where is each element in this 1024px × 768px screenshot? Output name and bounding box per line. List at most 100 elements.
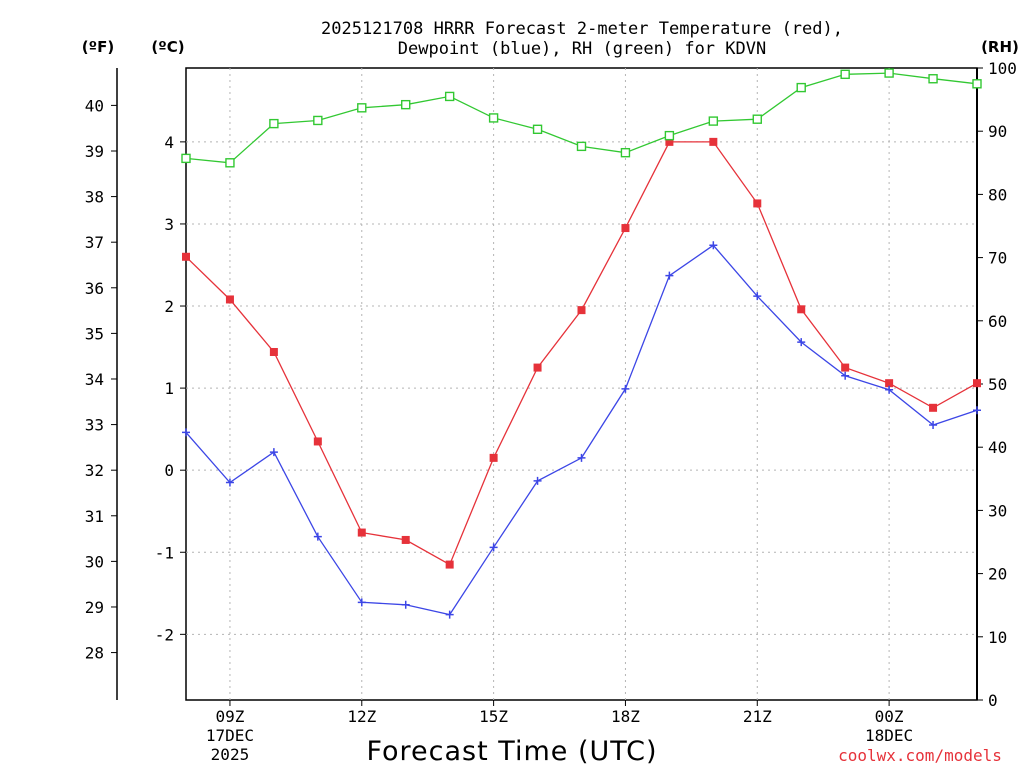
x-tick-label: 12Z — [347, 707, 376, 726]
dewpoint-point — [929, 421, 938, 430]
x-tick-label: 18Z — [611, 707, 640, 726]
x-tick-label: 00Z — [875, 707, 904, 726]
dewpoint-point — [885, 385, 894, 394]
rh-tick-label: 40 — [988, 438, 1007, 457]
fahrenheit-tick-label: 28 — [85, 644, 104, 663]
fahrenheit-unit-label: (ºF) — [82, 38, 114, 56]
dewpoint-point — [665, 271, 674, 280]
fahrenheit-tick-label: 37 — [85, 233, 104, 252]
rh-point — [664, 130, 675, 141]
temperature-point — [533, 363, 542, 372]
plot-area — [185, 67, 978, 701]
rh-point — [444, 91, 455, 102]
temperature-point — [357, 528, 366, 537]
rh-unit-label: (RH) — [981, 38, 1019, 56]
dewpoint-point — [533, 476, 542, 485]
rh-tick-label: 10 — [988, 628, 1007, 647]
temperature-point — [973, 379, 981, 388]
temperature-point — [753, 199, 762, 208]
rh-tick-label: 60 — [988, 312, 1007, 331]
x-axis-label: Forecast Time (UTC) — [366, 736, 657, 767]
temperature-point — [489, 453, 498, 462]
rh-point — [576, 141, 587, 152]
fahrenheit-tick-label: 31 — [85, 507, 104, 526]
rh-point — [752, 114, 762, 124]
celsius-unit-label: (ºC) — [151, 38, 184, 56]
x-tick-label: 09Z — [215, 707, 244, 726]
rh-tick-label: 50 — [988, 375, 1007, 394]
rh-tick-label: 80 — [988, 185, 1007, 204]
fahrenheit-tick-label: 38 — [85, 188, 104, 207]
dewpoint-point — [973, 406, 981, 415]
temperature-point — [621, 224, 630, 233]
rh-point — [357, 103, 367, 113]
temperature-point — [577, 306, 586, 315]
fahrenheit-tick-label: 32 — [85, 461, 104, 480]
temperature-point — [797, 305, 806, 314]
temperature-point — [225, 295, 234, 304]
dewpoint-point — [445, 610, 454, 619]
rh-tick-label: 100 — [988, 59, 1017, 78]
fahrenheit-tick-label: 36 — [85, 279, 104, 298]
dewpoint-point — [489, 543, 498, 552]
celsius-tick-label: 3 — [164, 215, 174, 234]
celsius-tick-label: -2 — [155, 625, 174, 644]
dewpoint-point — [621, 384, 630, 393]
rh-tick-label: 0 — [988, 691, 998, 710]
fahrenheit-tick-label: 39 — [85, 142, 104, 161]
rh-point — [181, 153, 191, 164]
series-layer — [181, 68, 982, 619]
fahrenheit-tick-label: 30 — [85, 552, 104, 571]
x-tick-label: 21Z — [743, 707, 772, 726]
rh-point — [928, 74, 938, 84]
chart-title-line1: 2025121708 HRRR Forecast 2-meter Tempera… — [321, 19, 843, 39]
temperature-point — [445, 560, 454, 569]
rh-point — [884, 68, 894, 78]
temperature-point — [709, 137, 718, 146]
dewpoint-point — [225, 478, 234, 487]
fahrenheit-tick-label: 29 — [85, 598, 104, 617]
rh-point — [488, 113, 499, 123]
rh-tick-label: 30 — [988, 501, 1007, 520]
dewpoint-point — [841, 371, 850, 380]
temperature-point — [313, 437, 322, 446]
rh-point — [840, 69, 850, 80]
dewpoint-point — [269, 448, 278, 457]
credit-text: coolwx.com/models — [838, 746, 1002, 765]
fahrenheit-tick-label: 34 — [85, 370, 104, 389]
fahrenheit-tick-label: 40 — [85, 96, 104, 115]
celsius-tick-label: 4 — [164, 133, 174, 152]
rh-tick-label: 70 — [988, 249, 1007, 268]
dewpoint-point — [182, 428, 190, 437]
dewpoint-point — [709, 241, 718, 250]
rh-point — [313, 115, 323, 126]
x-tick-date-label: 17DEC — [206, 726, 254, 745]
x-tick-year-label: 2025 — [211, 745, 250, 764]
temperature-point — [269, 347, 278, 356]
temperature-point — [665, 137, 674, 146]
dewpoint-line — [185, 244, 978, 616]
dewpoint-point — [797, 338, 806, 347]
rh-point — [796, 82, 806, 93]
dewpoint-point — [753, 292, 762, 301]
x-tick-label: 15Z — [479, 707, 508, 726]
rh-point — [972, 79, 982, 89]
rh-point — [269, 118, 279, 129]
dewpoint-point — [357, 598, 366, 607]
x-tick-date-label: 18DEC — [865, 726, 913, 745]
temperature-point — [885, 379, 894, 388]
dewpoint-point — [577, 453, 586, 462]
rh-point — [620, 147, 631, 158]
rh-point — [401, 99, 411, 110]
temperature-line — [185, 141, 978, 566]
celsius-tick-label: 0 — [164, 461, 174, 480]
grid-lines — [186, 68, 977, 700]
temperature-point — [841, 363, 850, 372]
celsius-tick-label: -1 — [155, 543, 174, 562]
dewpoint-point — [401, 600, 410, 609]
chart-title-line2: Dewpoint (blue), RH (green) for KDVN — [398, 39, 766, 59]
celsius-tick-label: 1 — [164, 379, 174, 398]
temperature-point — [929, 403, 938, 412]
